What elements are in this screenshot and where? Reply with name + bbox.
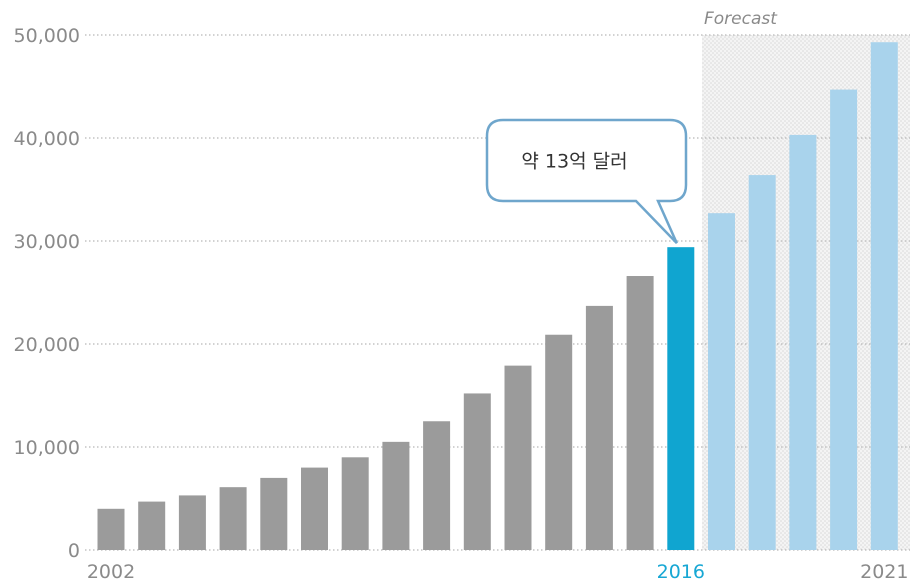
- bar-2018: [748, 175, 776, 550]
- bar-2011: [463, 393, 491, 550]
- bars: [97, 42, 898, 551]
- bar-2017: [708, 213, 735, 550]
- bar-2005: [219, 487, 247, 550]
- y-tick-label: 30,000: [14, 231, 80, 253]
- bar-2016: [667, 247, 695, 550]
- x-tick-label-2021: 2021: [860, 561, 908, 583]
- bar-2012: [504, 365, 532, 550]
- bar-2019: [789, 134, 817, 550]
- y-tick-label: 20,000: [14, 334, 80, 356]
- bar-2002: [97, 508, 125, 550]
- y-tick-label: 50,000: [14, 25, 80, 47]
- bar-2008: [341, 457, 369, 550]
- bar-2004: [178, 495, 206, 550]
- callout-bubble: [485, 118, 688, 245]
- bar-2021: [870, 42, 898, 551]
- y-axis-ticks: 0 10,000 20,000 30,000 40,000 50,000: [14, 25, 80, 562]
- x-tick-label-2002: 2002: [87, 561, 135, 583]
- y-tick-label: 0: [68, 540, 80, 562]
- bar-2010: [423, 421, 451, 550]
- y-tick-label: 10,000: [14, 437, 80, 459]
- bar-2014: [585, 305, 613, 550]
- forecast-label: Forecast: [704, 9, 778, 29]
- callout-text: 약 13억 달러: [521, 151, 627, 173]
- bar-2020: [830, 89, 858, 550]
- x-axis-ticks: 2002 2016 2021: [87, 561, 909, 583]
- bar-2006: [260, 477, 288, 550]
- bar-2007: [301, 467, 328, 550]
- bar-2013: [545, 334, 573, 550]
- bar-2003: [138, 501, 166, 550]
- bar-2009: [382, 441, 410, 550]
- x-tick-label-2016: 2016: [657, 561, 705, 583]
- bar-2015: [626, 276, 654, 550]
- callout: 약 13억 달러: [485, 118, 688, 245]
- y-tick-label: 40,000: [14, 128, 80, 150]
